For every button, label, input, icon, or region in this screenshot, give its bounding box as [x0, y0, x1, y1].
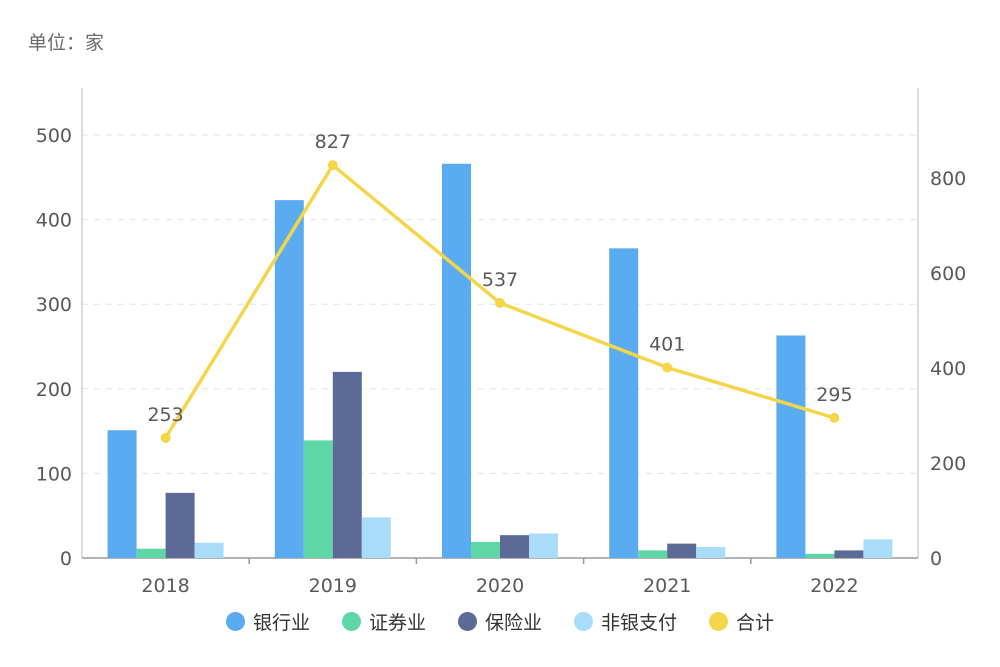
line-point — [662, 362, 673, 373]
legend-item[interactable]: 证券业 — [341, 608, 426, 635]
legend-label: 银行业 — [252, 612, 310, 634]
data-label: 537 — [482, 269, 518, 291]
legend-marker-icon — [574, 612, 593, 631]
bar — [863, 539, 893, 558]
line-point — [160, 432, 171, 443]
bar — [332, 371, 362, 558]
data-label: 401 — [649, 334, 685, 356]
line-point — [327, 160, 338, 171]
bar — [529, 533, 558, 558]
bar — [667, 543, 697, 558]
legend-marker-icon — [341, 612, 361, 631]
x-tick-label: 2018 — [141, 575, 189, 597]
data-label: 827 — [315, 131, 351, 153]
y-right-tick-label: 800 — [930, 168, 966, 190]
y-left-tick-label: 200 — [36, 379, 72, 401]
bar — [471, 541, 500, 558]
x-tick-label: 2019 — [309, 575, 357, 597]
y-right-tick-label: 400 — [930, 358, 966, 380]
combo-chart: 0 100 200 300 400 500 0 200 400 600 800 2018 2019 202… — [36, 88, 967, 597]
x-tick-label: 2022 — [810, 575, 858, 597]
bar — [194, 542, 224, 558]
legend-item[interactable]: 保险业 — [457, 608, 542, 635]
legend-marker-icon — [457, 612, 477, 631]
bars — [107, 163, 893, 559]
bar — [442, 163, 471, 559]
y-right-tick-label: 600 — [930, 263, 966, 285]
bar — [361, 517, 391, 558]
bar — [303, 440, 333, 558]
legend-item[interactable]: 非银支付 — [574, 608, 677, 635]
x-tick-label: 2020 — [476, 575, 524, 597]
line-point — [495, 297, 505, 308]
bar — [805, 553, 835, 558]
bar — [165, 492, 195, 558]
bar — [696, 547, 726, 558]
y-left-tick-label: 300 — [36, 294, 72, 316]
legend-label: 非银支付 — [601, 612, 678, 634]
legend-label: 证券业 — [368, 612, 426, 634]
bar — [107, 430, 137, 558]
legend-label: 合计 — [736, 612, 775, 634]
labels: 0 100 200 300 400 500 0 200 400 600 800 2018 2019 202… — [36, 125, 967, 597]
y-left-tick-label: 0 — [60, 548, 72, 570]
legend-marker-icon — [709, 612, 729, 631]
line-point — [829, 412, 840, 423]
legend-label: 保险业 — [484, 612, 542, 634]
bar — [776, 335, 806, 558]
y-left-tick-label: 100 — [36, 463, 72, 485]
bar — [609, 248, 639, 558]
legend-item[interactable]: 合计 — [709, 608, 774, 635]
data-label: 253 — [147, 404, 183, 426]
bar — [834, 550, 864, 558]
legend-marker-icon — [225, 612, 245, 631]
y-right-tick-label: 0 — [930, 548, 942, 570]
legend-item[interactable]: 银行业 — [225, 608, 310, 635]
bar — [500, 535, 529, 558]
x-tick-label: 2021 — [643, 575, 691, 597]
bar — [274, 200, 304, 558]
bar — [136, 548, 166, 558]
total-line — [160, 160, 840, 443]
y-left-tick-label: 500 — [36, 125, 72, 147]
unit-label: 单位：家 — [28, 32, 105, 54]
data-label: 295 — [816, 384, 852, 406]
bar — [638, 550, 668, 558]
y-right-tick-label: 200 — [930, 453, 966, 475]
legend: 银行业 证券业 保险业 非银支付 合计 — [0, 608, 1000, 635]
y-left-tick-label: 400 — [36, 210, 72, 232]
